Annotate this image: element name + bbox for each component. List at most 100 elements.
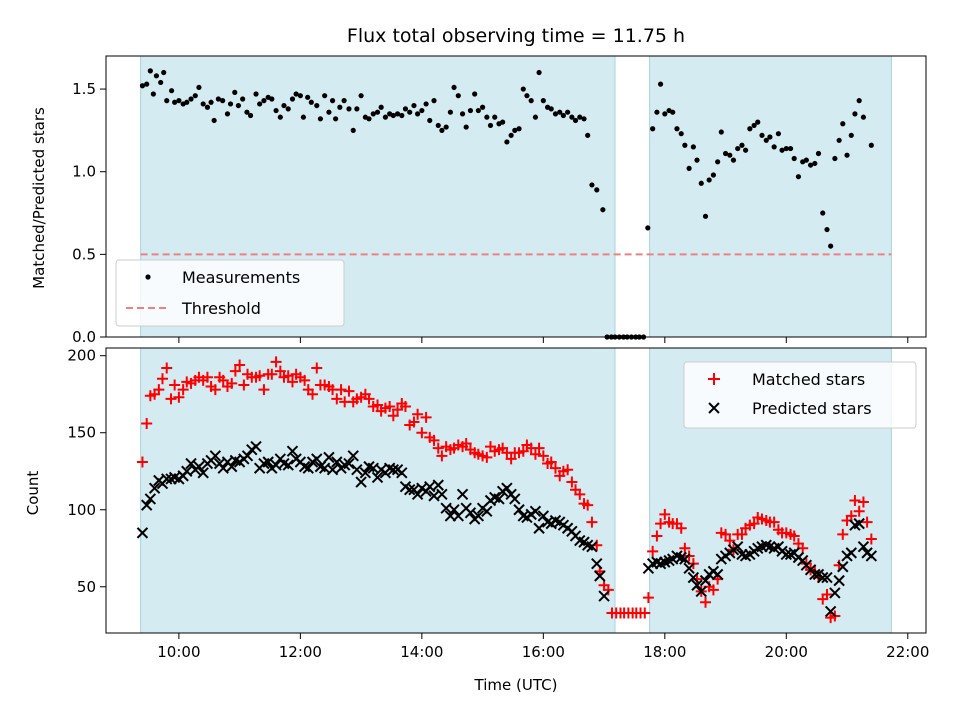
matched-star-point xyxy=(307,388,319,400)
predicted-star-point xyxy=(144,493,157,505)
legend-matched-marker xyxy=(708,373,720,385)
measurement-point xyxy=(524,93,530,99)
predicted-star-point xyxy=(817,571,829,584)
matched-star-point xyxy=(173,391,185,403)
measurement-point xyxy=(848,132,854,138)
matched-star-point xyxy=(311,362,323,374)
matched-star-point xyxy=(865,533,877,545)
measurement-point xyxy=(374,109,381,115)
matched-star-point xyxy=(229,365,241,377)
matched-star-point xyxy=(853,505,865,517)
matched-star-point xyxy=(254,370,266,382)
matched-star-point xyxy=(768,516,780,528)
measurement-point xyxy=(504,139,510,145)
measurement-point xyxy=(771,144,777,150)
measurement-point xyxy=(532,114,539,120)
measurement-point xyxy=(366,116,372,122)
measurement-point xyxy=(657,81,664,87)
bottom-axes-frame xyxy=(105,347,927,634)
matched-star-point xyxy=(566,476,578,488)
predicted-star-point xyxy=(464,507,477,519)
measurement-point xyxy=(297,93,303,99)
predicted-star-point xyxy=(282,459,294,471)
top-x-ticks xyxy=(178,337,909,343)
measurement-point xyxy=(674,126,680,132)
predicted-star-point xyxy=(181,465,193,477)
predicted-star-point xyxy=(359,467,372,479)
measurement-point xyxy=(763,137,769,143)
matched-star-point xyxy=(679,542,691,554)
measurement-point xyxy=(715,159,721,165)
predicted-star-point xyxy=(853,517,865,530)
measurement-point xyxy=(144,81,150,87)
measurement-point xyxy=(820,210,826,216)
predicted-star-point xyxy=(591,557,603,570)
measurement-point xyxy=(779,147,785,153)
matched-star-point xyxy=(234,359,246,371)
measurement-point xyxy=(431,98,437,104)
matched-star-point xyxy=(549,462,561,474)
matched-star-point xyxy=(432,442,444,454)
measurement-point xyxy=(224,111,231,117)
measurement-point xyxy=(759,132,765,138)
predicted-star-point xyxy=(326,463,339,476)
top-y-ticks: 0.0 0.5 1.0 1.5 xyxy=(72,80,106,346)
measurement-point xyxy=(828,243,834,249)
measurement-point xyxy=(516,126,522,132)
predicted-star-point xyxy=(432,479,444,491)
measurement-point xyxy=(706,177,712,183)
predicted-star-point xyxy=(675,551,687,564)
matched-star-point xyxy=(821,588,833,600)
top-legend-box xyxy=(115,259,345,327)
matched-star-point xyxy=(363,393,375,405)
predicted-star-point xyxy=(481,505,493,518)
measurement-point xyxy=(727,152,733,158)
matched-star-point xyxy=(582,499,594,511)
predicted-star-point xyxy=(691,579,703,591)
measurement-point xyxy=(581,116,587,122)
bottom-legend-box xyxy=(683,361,917,429)
matched-star-point xyxy=(720,528,732,540)
measurement-point xyxy=(868,142,874,148)
measurement-point xyxy=(247,112,254,119)
measurement-point xyxy=(314,102,320,109)
measurement-point xyxy=(370,111,376,117)
measurement-point xyxy=(812,160,818,167)
measurement-point xyxy=(172,99,178,105)
measurement-point xyxy=(585,132,591,138)
matched-star-point xyxy=(481,451,493,463)
measurement-point xyxy=(767,134,773,140)
measurement-point xyxy=(407,109,413,115)
matched-star-point xyxy=(845,510,857,522)
predicted-star-point xyxy=(493,493,505,505)
matched-star-point xyxy=(602,584,614,596)
measurement-point xyxy=(730,157,737,163)
bottom-y-ticks: 50 100 150 200 xyxy=(67,347,106,596)
matched-star-point xyxy=(529,448,541,460)
legend-predicted-marker xyxy=(708,402,720,414)
matched-star-point xyxy=(238,379,250,391)
predicted-star-point xyxy=(411,488,424,501)
matched-star-point xyxy=(387,410,399,422)
predicted-star-point xyxy=(865,550,878,562)
measurement-point xyxy=(333,116,339,122)
measurement-point xyxy=(244,109,250,115)
matched-star-point xyxy=(169,379,181,391)
measurement-point xyxy=(824,226,830,233)
measurement-point xyxy=(451,84,457,91)
measurement-point xyxy=(710,172,717,178)
predicted-star-point xyxy=(448,504,460,516)
predicted-star-point xyxy=(598,590,610,602)
measurement-point xyxy=(443,124,449,130)
measurement-point xyxy=(467,107,474,114)
matched-star-point xyxy=(420,411,432,423)
measurement-point xyxy=(690,144,696,150)
measurement-point xyxy=(285,106,291,112)
matched-star-point xyxy=(416,427,428,439)
predicted-star-point xyxy=(136,527,149,539)
measurement-point xyxy=(815,150,822,157)
predicted-star-point xyxy=(331,456,343,468)
measurement-point xyxy=(419,107,425,114)
predicted-star-point xyxy=(148,482,161,494)
predicted-star-point xyxy=(699,574,712,587)
